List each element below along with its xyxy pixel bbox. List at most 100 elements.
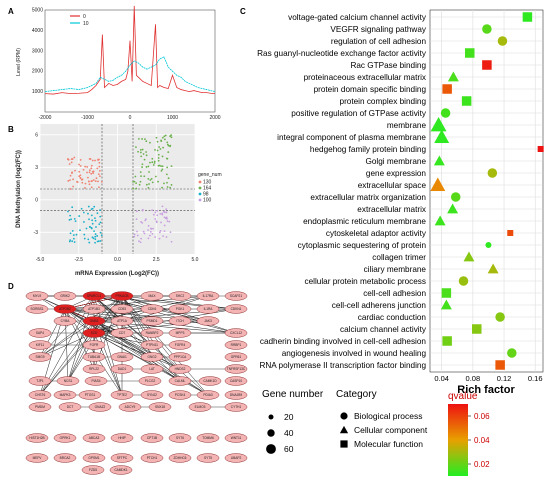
legend-swatch [198, 186, 202, 190]
network-edge [36, 295, 95, 334]
scatter-point [139, 148, 142, 151]
scatter-point [163, 224, 166, 227]
enrichment-point [441, 288, 452, 298]
scatter-point [161, 136, 164, 139]
panel-label-c: C [240, 7, 246, 16]
scatter-point [165, 217, 168, 220]
gene-node [140, 453, 164, 463]
scatter-point [73, 241, 76, 243]
scatter-point [94, 238, 97, 241]
gene-node-label: SCAP21 [230, 294, 242, 298]
scatter-point [152, 227, 154, 230]
gene-node [140, 364, 164, 374]
gene-node [84, 376, 108, 386]
gene-node-label: ELMO3 [195, 405, 206, 409]
gene-node-label: HIST1H2B [29, 436, 44, 440]
gene-node-label: GNAZ2 [95, 405, 106, 409]
gene-node [118, 402, 142, 412]
colorbar-tick-label: 0.02 [474, 460, 490, 469]
x-tick-label: 2000 [209, 115, 220, 121]
gene-node-label: CYTH1 [231, 405, 242, 409]
gene-node [78, 390, 102, 400]
network-edge [93, 295, 237, 334]
gene-node [224, 352, 248, 362]
scatter-point [85, 227, 88, 230]
scatter-point [134, 175, 137, 178]
gene-node [168, 433, 192, 443]
scatter-point [87, 212, 89, 215]
scatter-point [135, 187, 138, 190]
scatter-point [149, 161, 151, 164]
enrichment-point [507, 348, 517, 358]
scatter-point [69, 232, 72, 235]
scatter-point [166, 220, 169, 223]
gene-node [28, 328, 52, 338]
scatter-point [161, 212, 164, 215]
scatter-point [152, 213, 155, 216]
category-legend-label: Cellular component [354, 425, 428, 435]
scatter-point [169, 186, 172, 189]
enrichment-point [434, 215, 446, 226]
scatter-point [149, 230, 152, 233]
series-line-10 [44, 56, 216, 92]
term-label: integral component of plasma membrane [277, 133, 426, 142]
term-label: calcium channel activity [340, 325, 427, 334]
enrichment-point [434, 129, 450, 143]
scatter-point [97, 186, 100, 189]
gene-node [25, 291, 49, 301]
network-panel: MYL9 GRIK2 SPARCL1 PRKACB MAX SHC2 IL17RA SCAP2… [25, 291, 248, 475]
scatter-point [159, 213, 162, 215]
gene-node [140, 352, 164, 362]
scatter-point [140, 155, 143, 158]
scatter-point [138, 183, 141, 186]
size-legend-dot [268, 414, 274, 420]
scatter-point [147, 229, 149, 231]
gene-node-label: SNX18 [155, 405, 165, 409]
scatter-point [98, 165, 101, 168]
gene-number-legend-title: Gene number [262, 389, 324, 400]
gene-node [25, 433, 49, 443]
scatter-point [76, 180, 78, 183]
scatter-point [98, 169, 101, 172]
scatter-point [94, 159, 96, 162]
gene-node-label: PGK1 [176, 307, 185, 311]
gene-node-label: PSMD1 [147, 319, 158, 323]
gene-node-label: PPP1CA [174, 355, 187, 359]
gene-node-label: CALML [175, 379, 186, 383]
enrichment-point [440, 108, 451, 118]
scatter-point [79, 176, 82, 179]
scatter-point [99, 221, 102, 224]
scatter-point [141, 208, 144, 211]
scatter-point [72, 237, 75, 240]
gene-node [140, 316, 164, 326]
scatter-point [156, 140, 159, 143]
scatter-point [88, 169, 91, 172]
scatter-point [161, 205, 164, 208]
scatter-point [150, 228, 153, 230]
gene-node-label: CD7 [119, 331, 126, 335]
term-label: cellular protein metabolic process [304, 277, 426, 286]
scatter-point [70, 158, 73, 161]
gene-node-label: SMG9 [35, 355, 44, 359]
scatter-point [162, 235, 164, 238]
scatter-point [154, 218, 157, 220]
scatter-point [92, 172, 95, 174]
scatter-point [151, 181, 154, 184]
scatter-point [163, 138, 166, 141]
term-label: cytoplasmic sequestering of protein [298, 241, 427, 250]
scatter-point [88, 183, 91, 186]
gene-node [168, 453, 192, 463]
term-label: membrane [387, 121, 427, 130]
scatter-point [167, 177, 170, 180]
scatter-point [163, 216, 166, 219]
scatter-point [151, 232, 154, 235]
scatter-point [100, 180, 103, 183]
gene-node [110, 328, 134, 338]
scatter-point [154, 175, 157, 178]
scatter-point [158, 146, 161, 148]
scatter-point [99, 215, 102, 218]
x-tick-label: -1000 [81, 115, 94, 121]
x-tick-label: 0.16 [528, 374, 543, 383]
gene-node-label: PMDM [35, 405, 45, 409]
